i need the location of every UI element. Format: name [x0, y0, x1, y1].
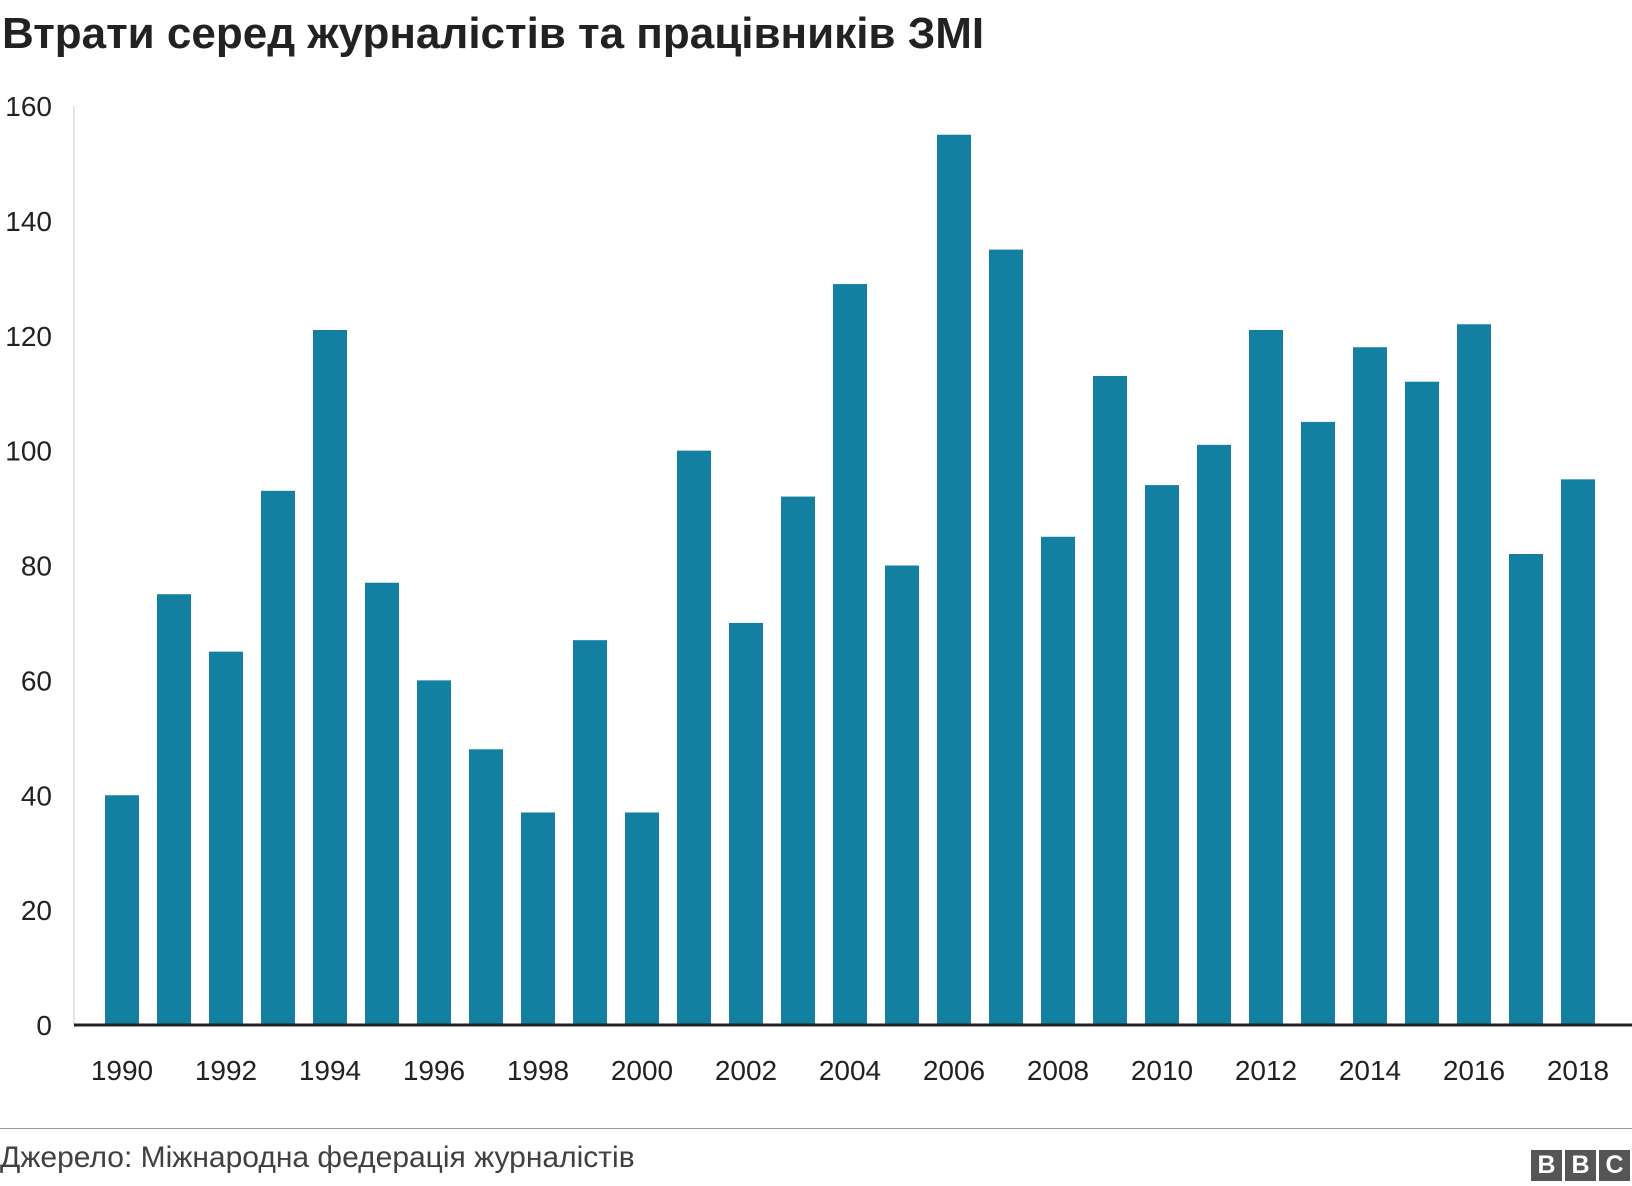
bar-2000 — [625, 812, 659, 1025]
bar-2005 — [885, 565, 919, 1025]
bar-2012 — [1249, 330, 1283, 1026]
x-tick-label: 2014 — [1339, 1055, 1401, 1086]
x-tick-label: 2000 — [611, 1055, 673, 1086]
x-tick-label: 2012 — [1235, 1055, 1297, 1086]
x-tick-label: 1994 — [299, 1055, 361, 1086]
y-tick-label: 140 — [5, 206, 52, 237]
bar-1990 — [105, 795, 139, 1025]
bar-1996 — [417, 680, 451, 1025]
bar-2009 — [1093, 375, 1127, 1025]
x-axis: 1990 1992 1994 1996 1998 2000 2002 2004 2006 2008… — [74, 1023, 1632, 1086]
x-tick-label: 2008 — [1027, 1055, 1089, 1086]
bar-1991 — [157, 594, 191, 1025]
y-tick-label: 100 — [5, 436, 52, 467]
bar-1999 — [573, 640, 607, 1025]
x-tick-label: 2006 — [923, 1055, 985, 1086]
bbc-logo: B B C — [1531, 1150, 1630, 1181]
bar-2003 — [781, 496, 815, 1025]
bar-2014 — [1353, 347, 1387, 1025]
bar-2001 — [677, 450, 711, 1025]
y-axis: 0 20 40 60 80 100 120 140 160 — [5, 91, 75, 1041]
y-tick-label: 160 — [5, 91, 52, 122]
logo-letter: C — [1599, 1150, 1630, 1181]
bar-2002 — [729, 622, 763, 1025]
x-tick-label: 2018 — [1547, 1055, 1609, 1086]
logo-letter: B — [1531, 1150, 1562, 1181]
x-tick-label: 2002 — [715, 1055, 777, 1086]
bar-1998 — [521, 812, 555, 1025]
y-tick-label: 120 — [5, 321, 52, 352]
bar-1997 — [469, 749, 503, 1025]
footer-divider — [0, 1128, 1632, 1129]
bar-2015 — [1405, 381, 1439, 1025]
bar-2016 — [1457, 324, 1491, 1025]
bar-1994 — [313, 330, 347, 1026]
x-tick-label: 1992 — [195, 1055, 257, 1086]
bar-2004 — [833, 284, 867, 1025]
bar-2006 — [937, 134, 971, 1025]
y-tick-label: 60 — [21, 665, 52, 696]
bar-2010 — [1145, 485, 1179, 1025]
source-note: Джерело: Міжнародна федерація журналісті… — [0, 1141, 635, 1174]
bar-2008 — [1041, 536, 1075, 1025]
bar-1995 — [365, 582, 399, 1025]
x-tick-label: 2016 — [1443, 1055, 1505, 1086]
chart-title: Втрати серед журналістів та працівників … — [2, 9, 985, 58]
x-tick-label: 2004 — [819, 1055, 881, 1086]
bar-1993 — [261, 490, 295, 1025]
y-tick-label: 0 — [36, 1010, 52, 1041]
bar-2018 — [1561, 479, 1595, 1025]
y-tick-label: 20 — [21, 895, 52, 926]
x-tick-label: 1998 — [507, 1055, 569, 1086]
bar-1992 — [209, 651, 243, 1025]
y-tick-label: 40 — [21, 780, 52, 811]
x-tick-label: 1990 — [91, 1055, 153, 1086]
bar-2007 — [989, 249, 1023, 1025]
x-tick-label: 2010 — [1131, 1055, 1193, 1086]
y-tick-label: 80 — [21, 551, 52, 582]
x-tick-label: 1996 — [403, 1055, 465, 1086]
logo-letter: B — [1565, 1150, 1596, 1181]
bars — [105, 134, 1595, 1026]
bar-2011 — [1197, 444, 1231, 1026]
bar-2017 — [1509, 554, 1543, 1025]
bar-2013 — [1301, 421, 1335, 1025]
